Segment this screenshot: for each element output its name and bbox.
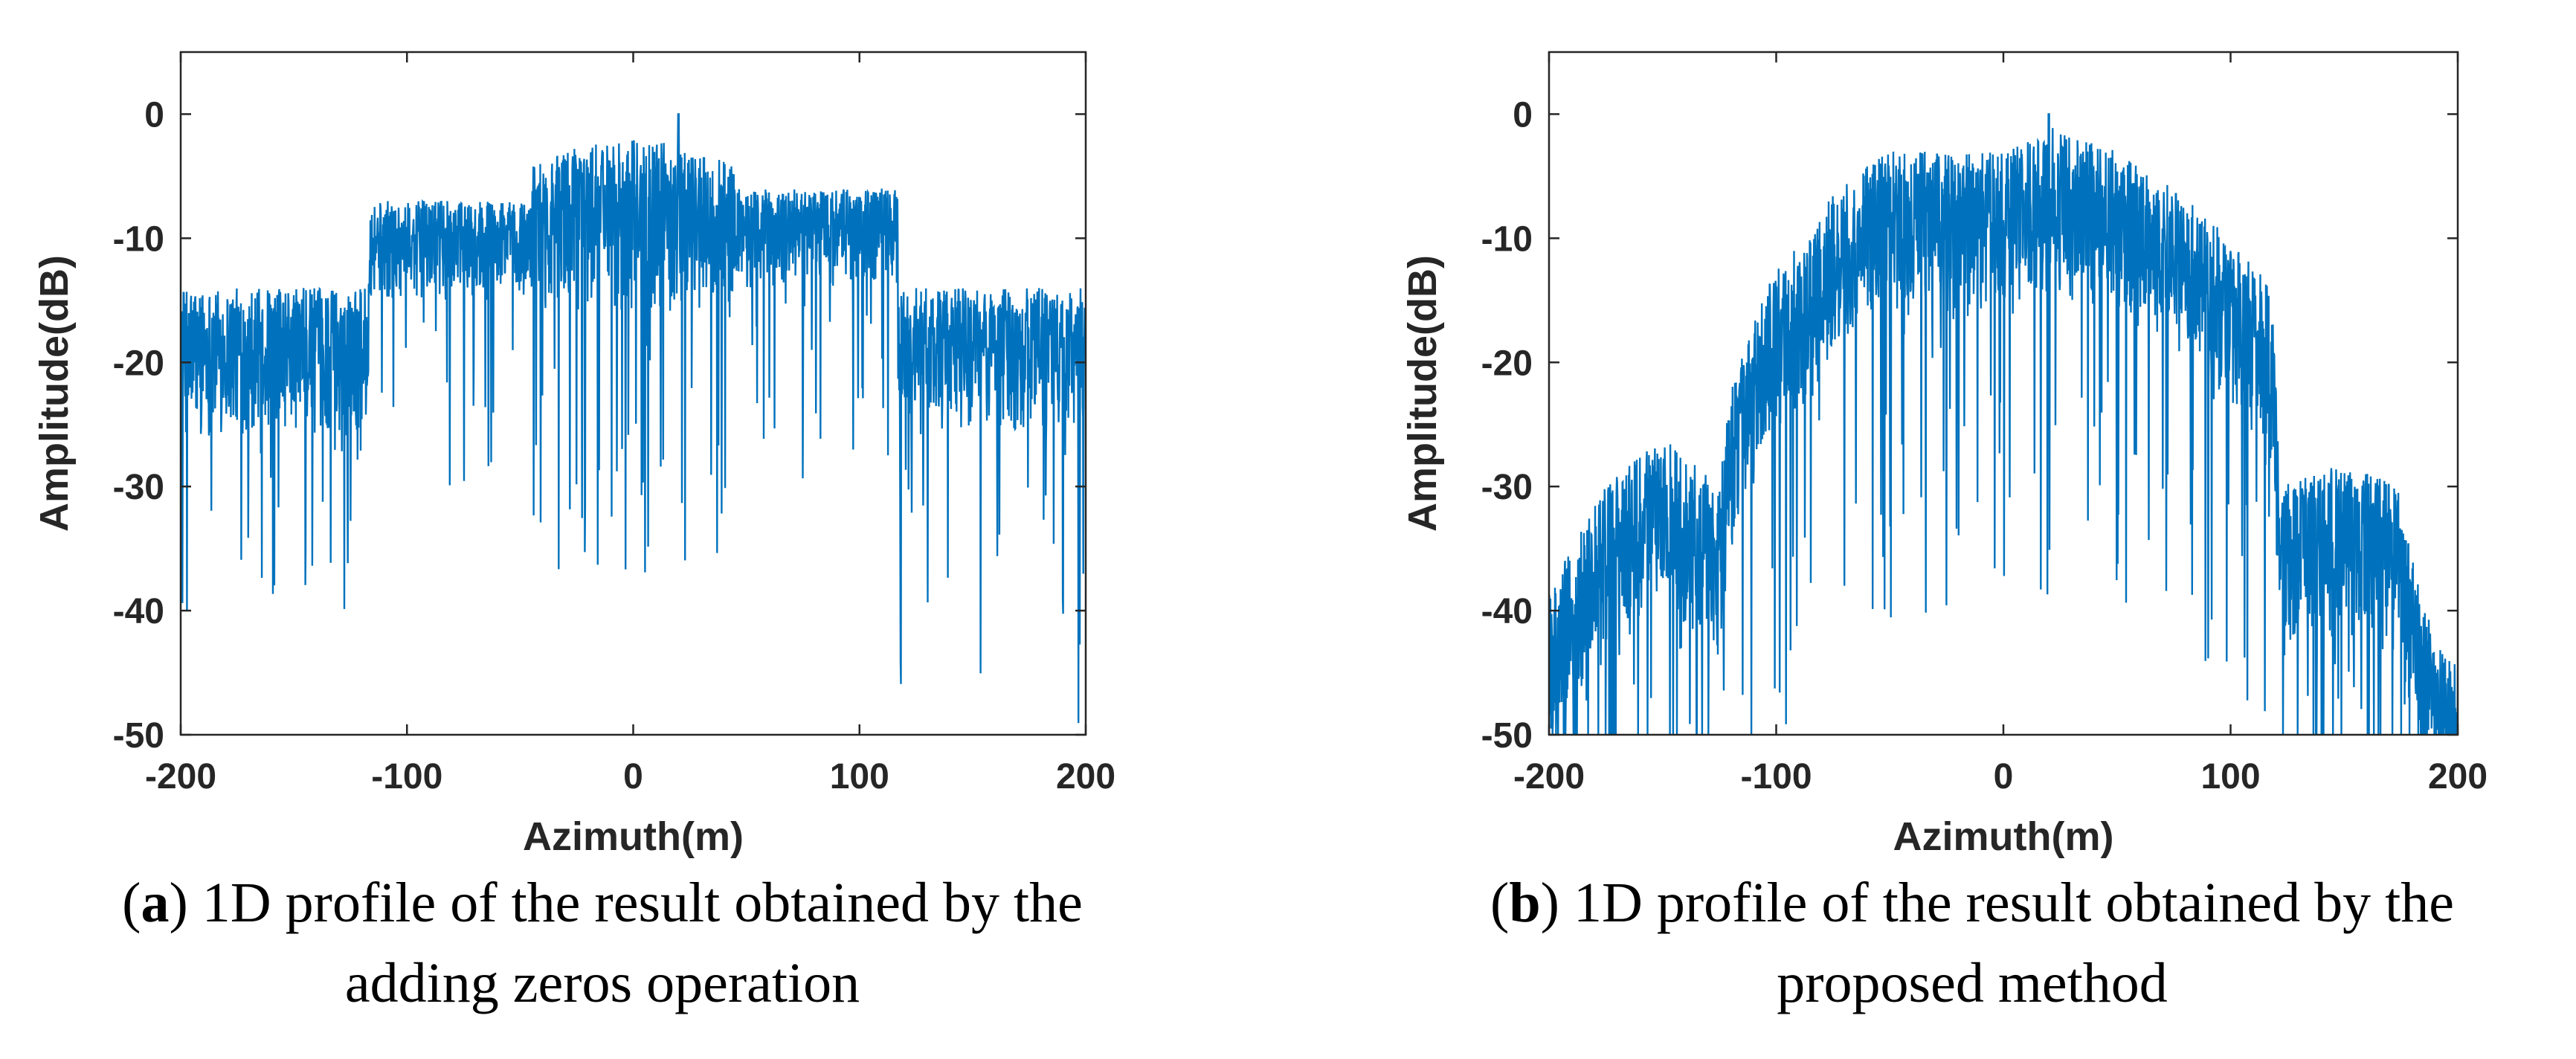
x-tick-label: 200 xyxy=(2428,757,2488,796)
x-tick-label: 0 xyxy=(623,757,643,796)
y-axis-title: Amplitude(dB) xyxy=(32,255,77,532)
y-tick-label: -30 xyxy=(1481,468,1533,507)
x-tick-label: 200 xyxy=(1056,757,1115,796)
panel-b: -200 -100 0 100 200 0 -10 -20 -30 -40 -50 Azimuth(m… xyxy=(1288,0,2576,1059)
chart-b: -200 -100 0 100 200 0 -10 -20 -30 -40 -50 Azimuth(m… xyxy=(1400,51,2488,859)
y-tick-label: -20 xyxy=(113,344,164,383)
caption-b: (b) 1D profile of the result obtained by… xyxy=(1490,872,2454,1014)
caption-a-label: a xyxy=(141,872,170,934)
y-tick-label: -10 xyxy=(1481,219,1533,259)
x-tick-label: -200 xyxy=(145,757,216,796)
caption-a-line2: adding zeros operation xyxy=(344,952,860,1014)
caption-a: (a) 1D profile of the result obtained by… xyxy=(122,872,1083,1014)
caption-b-line1: 1D profile of the result obtained by the xyxy=(1573,872,2454,934)
x-tick-label: 100 xyxy=(830,757,889,796)
x-tick-label: -100 xyxy=(1740,757,1812,796)
chart-a: -200 -100 0 100 200 0 -10 -20 -30 -40 -50 Azimuth(m… xyxy=(32,51,1115,859)
x-tick-label: -100 xyxy=(371,757,442,796)
caption-a-line1: 1D profile of the result obtained by the xyxy=(202,872,1083,934)
y-tick-label: -40 xyxy=(113,592,164,631)
y-tick-label: 0 xyxy=(1513,95,1533,135)
y-tick-label: -20 xyxy=(1481,344,1533,383)
y-tick-label: -40 xyxy=(1481,592,1533,631)
y-tick-label: -10 xyxy=(113,219,164,259)
caption-b-line2: proposed method xyxy=(1777,952,2168,1014)
x-tick-label: -200 xyxy=(1513,757,1585,796)
y-tick-label: -50 xyxy=(1481,716,1533,756)
y-tick-label: 0 xyxy=(144,95,164,135)
y-tick-label: -30 xyxy=(113,468,164,507)
y-axis-title: Amplitude(dB) xyxy=(1400,255,1445,532)
y-tick-label: -50 xyxy=(113,716,164,756)
caption-b-label: b xyxy=(1509,872,1541,934)
x-tick-label: 100 xyxy=(2200,757,2260,796)
x-axis-title: Azimuth(m) xyxy=(523,814,744,859)
series-line xyxy=(181,113,1086,724)
x-axis-title: Azimuth(m) xyxy=(1893,814,2114,859)
x-tick-label: 0 xyxy=(1994,757,2014,796)
panel-a: -200 -100 0 100 200 0 -10 -20 -30 -40 -50 Azimuth(m… xyxy=(32,51,1115,1014)
series-line xyxy=(1549,113,2458,735)
